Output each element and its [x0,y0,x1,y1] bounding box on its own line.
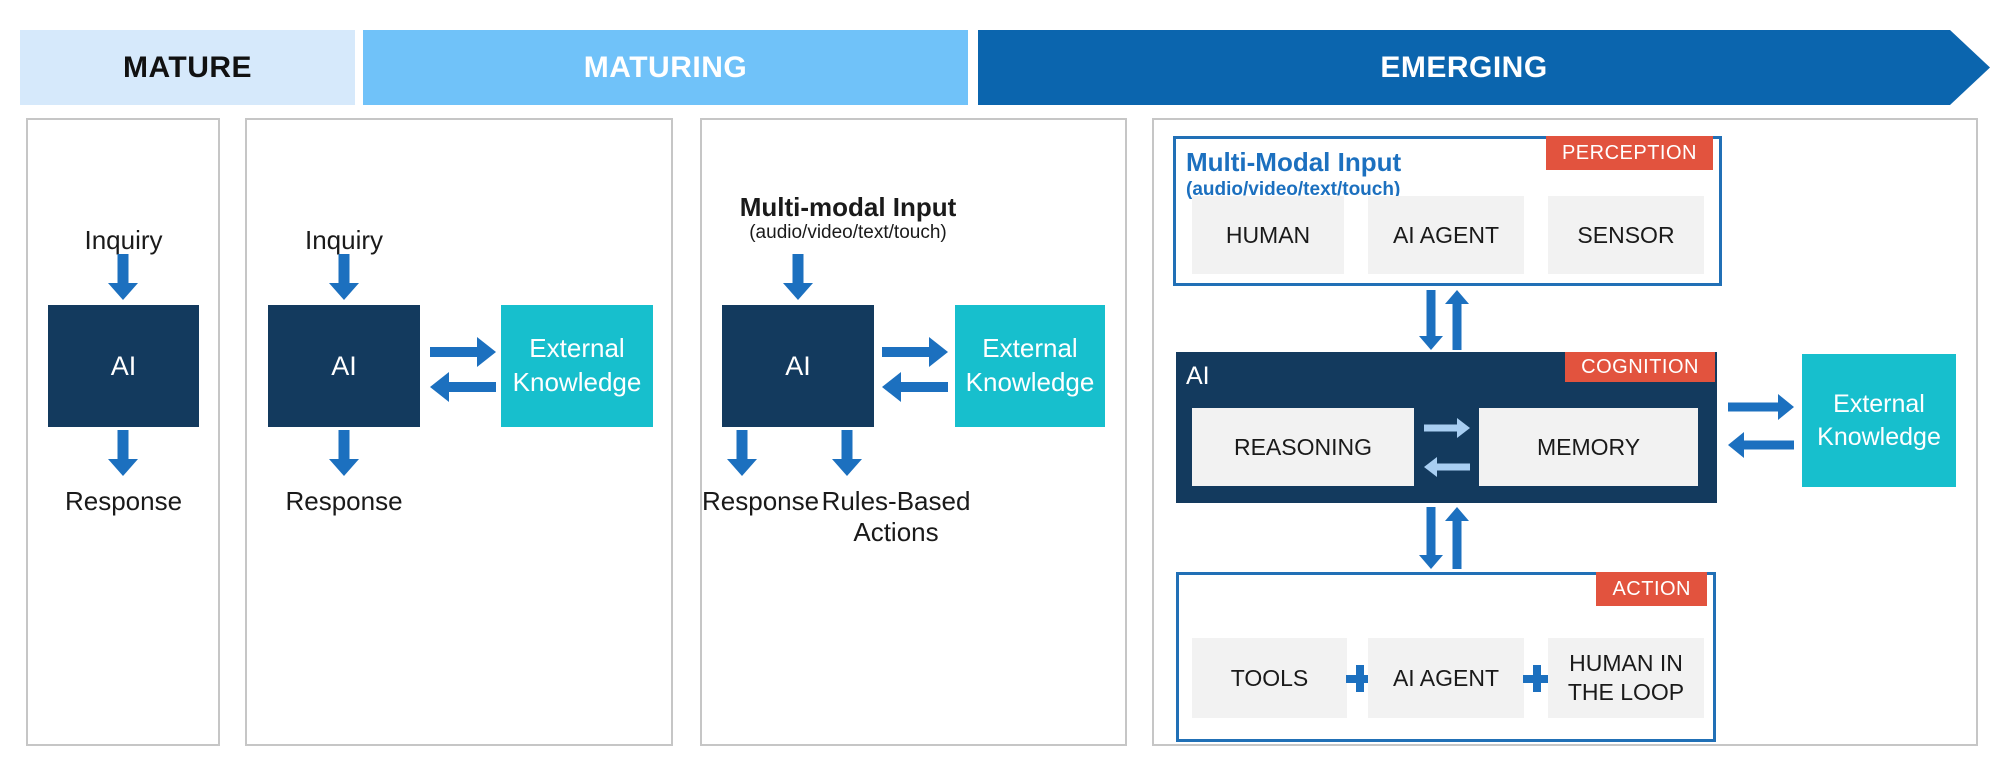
cognition-ai-label: AI [1186,362,1210,390]
arrow-down-icon [1419,507,1443,569]
perception-badge: PERCEPTION [1545,136,1713,170]
memory-item: MEMORY [1479,408,1698,486]
arrow-left-icon [1424,457,1470,477]
sensor-item: SENSOR [1548,196,1704,274]
external-knowledge-box: External Knowledge [501,305,653,427]
stage-emerging: EMERGING [978,30,1990,105]
multimodal-input-title: Multi-modal Input [739,192,957,222]
ai-box: AI [48,305,199,427]
external-knowledge-box: External Knowledge [1802,354,1956,487]
inquiry-label: Inquiry [304,225,384,255]
stage-maturing: MATURING [363,30,968,105]
panel-mature: Inquiry AI Response [26,118,220,746]
human-in-the-loop-item: HUMAN IN THE LOOP [1548,638,1704,718]
external-knowledge-box: External Knowledge [955,305,1105,427]
ai-agent-item: AI AGENT [1368,196,1524,274]
perception-section: Multi-Modal Input (audio/video/text/touc… [1173,136,1722,286]
tools-item: TOOLS [1192,638,1347,718]
plus-icon [1346,665,1373,692]
arrow-right-icon [882,337,948,367]
stage-emerging-label: EMERGING [1380,50,1548,84]
arrow-down-icon [329,254,359,300]
ai-box-label: AI [331,350,357,381]
panel-emerging: Multi-Modal Input (audio/video/text/touc… [1152,118,1978,746]
ai-box: AI [722,305,874,427]
inquiry-label: Inquiry [84,225,163,255]
ai-box-label: AI [110,350,137,381]
rules-based-actions-label: Rules-Based Actions [821,486,971,548]
external-knowledge-label: External Knowledge [512,333,642,397]
arrow-right-icon [1728,394,1794,420]
panel-maturing-rag: Inquiry AI External Knowledge Response [245,118,673,746]
arrow-up-icon [1445,507,1469,569]
arrow-up-icon [1445,290,1469,350]
external-knowledge-label: External Knowledge [1817,390,1941,451]
arrow-down-icon [329,430,359,476]
arrow-down-icon [727,430,757,476]
ai-agent-item: AI AGENT [1368,638,1524,718]
arrow-down-icon [108,430,138,476]
panel-maturing-multimodal: Multi-modal Input (audio/video/text/touc… [700,118,1127,746]
cognition-section: AI COGNITION REASONING MEMORY [1176,352,1717,503]
arrow-left-icon [882,372,948,402]
cognition-badge: COGNITION [1565,352,1715,382]
ai-box: AI [268,305,420,427]
action-section: ACTION TOOLS AI AGENT HUMAN IN THE LOOP [1176,572,1716,742]
external-knowledge-label: External Knowledge [965,333,1095,397]
arrow-left-icon [430,372,496,402]
perception-subtitle: (audio/video/text/touch) [1186,179,1401,200]
response-label: Response [64,486,183,516]
stage-maturing-label: MATURING [583,50,748,84]
perception-title: Multi-Modal Input [1186,147,1402,177]
arrow-down-icon [832,430,862,476]
response-label: Response [702,486,820,516]
human-item: HUMAN [1192,196,1344,274]
response-label: Response [285,486,403,516]
arrow-right-icon [1424,418,1470,438]
action-badge: ACTION [1596,572,1707,606]
arrow-left-icon [1728,432,1794,458]
stage-mature-label: MATURE [122,50,253,84]
multimodal-input-subtitle: (audio/video/text/touch) [749,222,947,243]
plus-icon [1523,665,1550,692]
reasoning-item: REASONING [1192,408,1414,486]
arrow-down-icon [1419,290,1443,350]
arrow-right-icon [430,337,496,367]
arrow-down-icon [108,254,138,300]
arrow-down-icon [783,254,813,300]
stage-mature: MATURE [20,30,355,105]
ai-box-label: AI [785,350,811,381]
